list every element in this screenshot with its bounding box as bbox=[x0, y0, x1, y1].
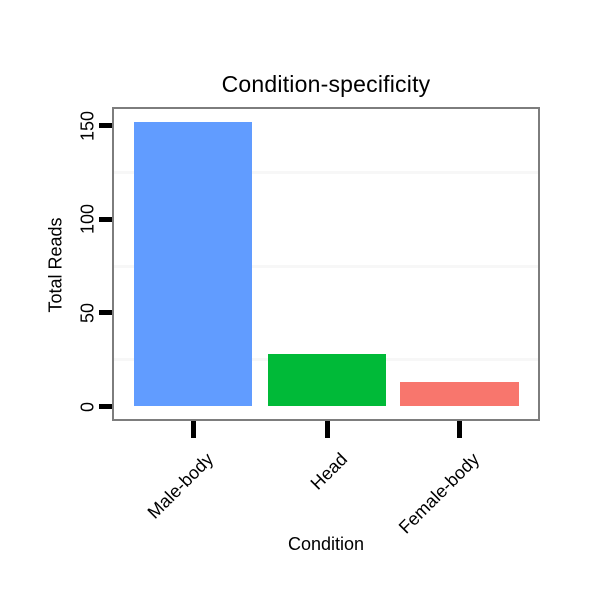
bar-female-body bbox=[400, 382, 519, 407]
y-tick bbox=[99, 123, 112, 128]
x-tick bbox=[324, 421, 330, 438]
y-tick bbox=[99, 310, 112, 316]
minor-gridline bbox=[114, 170, 538, 174]
bar-male-body bbox=[133, 121, 253, 407]
x-tick-label-male-body: Male-body bbox=[143, 449, 218, 523]
y-tick bbox=[99, 216, 112, 222]
y-tick bbox=[99, 404, 112, 409]
x-tick bbox=[190, 421, 196, 438]
x-tick bbox=[457, 421, 462, 438]
y-tick-label: 150 bbox=[77, 110, 98, 141]
y-tick-label: 0 bbox=[77, 401, 98, 412]
bar-head bbox=[267, 354, 387, 407]
minor-gridline bbox=[114, 264, 538, 268]
x-axis-title: Condition bbox=[287, 534, 365, 554]
chart-title: Condition-specificity bbox=[221, 71, 431, 97]
x-tick-label-female-body: Female-body bbox=[395, 449, 484, 538]
y-tick-label: 100 bbox=[77, 204, 98, 235]
y-tick-label: 50 bbox=[77, 302, 98, 323]
y-axis-title: Total Reads bbox=[45, 217, 66, 313]
plot-panel bbox=[112, 107, 540, 421]
x-tick-label-head: Head bbox=[306, 449, 352, 494]
